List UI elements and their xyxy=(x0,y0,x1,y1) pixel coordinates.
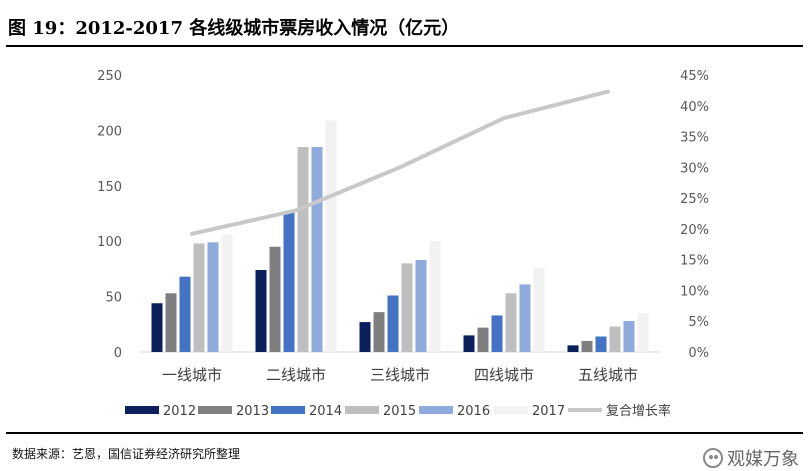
y2-tick-label: 30% xyxy=(680,161,709,176)
y2-tick-label: 20% xyxy=(680,223,709,238)
watermark-text: 观媒万象 xyxy=(727,445,799,471)
footer-divider xyxy=(6,432,803,434)
legend-label: 2013 xyxy=(236,404,269,419)
y2-tick-label: 10% xyxy=(680,284,709,299)
bar-2014-1 xyxy=(180,277,191,352)
bar-line-chart: 0 50 100 150 200 250 0% 5% 10% 15% 20% 25% 30% 35% 40… xyxy=(0,0,809,430)
legend-label: 2015 xyxy=(383,404,416,419)
x-tick-label: 二线城市 xyxy=(266,366,326,384)
bar-2014-3 xyxy=(388,295,399,352)
y-tick-label: 0 xyxy=(114,346,122,361)
bar-series xyxy=(152,120,649,352)
bar-2013-2 xyxy=(270,247,281,352)
y-tick-label: 150 xyxy=(97,180,122,195)
bar-2015-1 xyxy=(194,243,205,352)
legend-label: 2016 xyxy=(457,404,490,419)
source-note: 数据来源：艺恩，国信证券经济研究所整理 xyxy=(12,445,240,462)
y2-tick-label: 25% xyxy=(680,192,709,207)
y-tick-label: 50 xyxy=(105,291,122,306)
bar-2017-2 xyxy=(326,120,337,352)
bar-2017-5 xyxy=(638,313,649,352)
legend-swatch-2014 xyxy=(271,406,305,414)
legend-label: 2017 xyxy=(532,404,565,419)
bar-2015-3 xyxy=(402,263,413,352)
bar-2013-1 xyxy=(166,293,177,352)
x-axis-labels: 一线城市 二线城市 三线城市 四线城市 五线城市 xyxy=(162,366,638,384)
y-axis-right: 0% 5% 10% 15% 20% 25% 30% 35% 40% 45% xyxy=(680,69,709,361)
legend-swatch-2013 xyxy=(198,406,232,414)
y-tick-label: 250 xyxy=(97,69,122,84)
y2-tick-label: 45% xyxy=(680,69,709,84)
bar-2017-3 xyxy=(430,241,441,352)
y2-tick-label: 5% xyxy=(688,315,709,330)
y2-tick-label: 40% xyxy=(680,100,709,115)
bar-2017-1 xyxy=(222,235,233,352)
bar-2017-4 xyxy=(534,268,545,352)
bar-2012-3 xyxy=(360,322,371,352)
wechat-icon xyxy=(703,448,723,468)
y2-tick-label: 15% xyxy=(680,254,709,269)
bar-2014-4 xyxy=(492,315,503,352)
legend-swatch-2012 xyxy=(125,406,159,414)
y-tick-label: 200 xyxy=(97,124,122,139)
bar-2015-5 xyxy=(610,327,621,352)
x-tick-label: 五线城市 xyxy=(578,366,638,384)
bar-2012-2 xyxy=(256,270,267,352)
y2-tick-label: 0% xyxy=(688,346,709,361)
bar-2016-1 xyxy=(208,242,219,352)
bar-2016-5 xyxy=(624,321,635,352)
x-tick-label: 三线城市 xyxy=(370,366,430,384)
x-tick-label: 一线城市 xyxy=(162,366,222,384)
bar-2012-4 xyxy=(464,335,475,352)
y-tick-label: 100 xyxy=(97,235,122,250)
bar-2015-2 xyxy=(298,147,309,352)
legend-swatch-2017 xyxy=(494,406,528,414)
growth-rate-line xyxy=(192,92,608,234)
bar-2016-2 xyxy=(312,147,323,352)
bar-2016-4 xyxy=(520,284,531,352)
watermark: 观媒万象 xyxy=(703,445,799,471)
legend-label: 复合增长率 xyxy=(606,403,671,419)
legend: 2012 2013 2014 2015 2016 2017 复合增长率 xyxy=(125,403,671,419)
legend-label: 2014 xyxy=(309,404,342,419)
y-axis-left: 0 50 100 150 200 250 xyxy=(97,69,122,361)
x-tick-label: 四线城市 xyxy=(474,366,534,384)
bar-2012-5 xyxy=(568,345,579,352)
bar-2013-4 xyxy=(478,328,489,352)
bar-2014-2 xyxy=(284,211,295,352)
y2-tick-label: 35% xyxy=(680,131,709,146)
bar-2013-3 xyxy=(374,312,385,352)
bar-2012-1 xyxy=(152,303,163,352)
legend-swatch-2016 xyxy=(419,406,453,414)
legend-label: 2012 xyxy=(163,404,196,419)
bar-2015-4 xyxy=(506,293,517,352)
legend-swatch-2015 xyxy=(345,406,379,414)
bar-2013-5 xyxy=(582,341,593,352)
growth-line xyxy=(192,92,608,234)
bar-2016-3 xyxy=(416,260,427,352)
bar-2014-5 xyxy=(596,336,607,352)
